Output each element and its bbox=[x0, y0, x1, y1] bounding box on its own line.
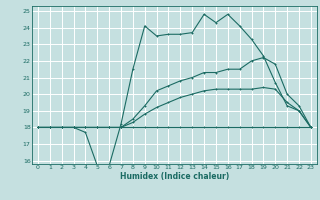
X-axis label: Humidex (Indice chaleur): Humidex (Indice chaleur) bbox=[120, 172, 229, 181]
